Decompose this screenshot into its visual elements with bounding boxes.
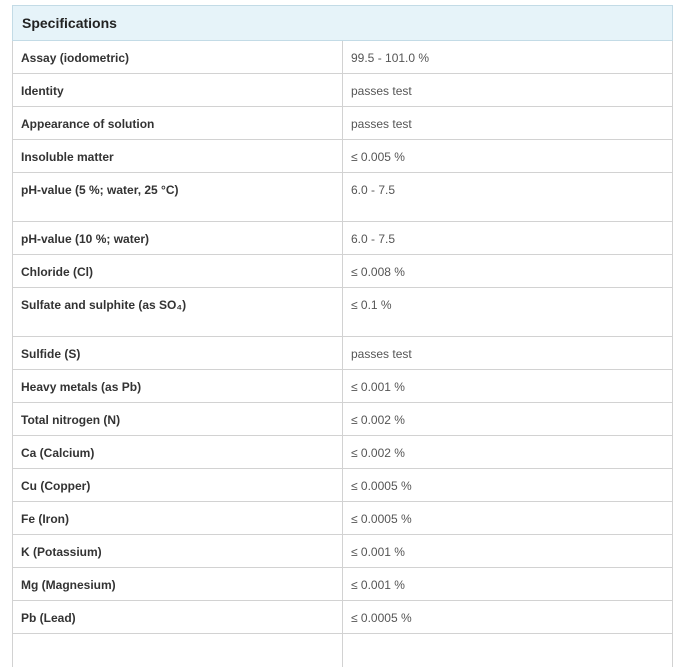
table-row: Heavy metals (as Pb) ≤ 0.001 % [12,369,673,403]
table-row: Total nitrogen (N) ≤ 0.002 % [12,402,673,436]
table-row: Appearance of solution passes test [12,106,673,140]
table-header-row: Specifications [12,5,673,41]
parameter-cell: Appearance of solution [12,106,343,140]
value-cell: passes test [342,106,673,140]
value-cell: ≤ 0.001 % [342,534,673,568]
value-cell: ≤ 0.001 % [342,567,673,601]
table-row [12,633,673,667]
table-row: Identity passes test [12,73,673,107]
parameter-cell: Insoluble matter [12,139,343,173]
table-header: Specifications [12,5,673,41]
value-cell [342,633,673,667]
value-cell: ≤ 0.002 % [342,435,673,469]
table-row: Sulfate and sulphite (as SO₄) ≤ 0.1 % [12,287,673,337]
parameter-cell [12,633,343,667]
parameter-cell: Heavy metals (as Pb) [12,369,343,403]
table-row: Ca (Calcium) ≤ 0.002 % [12,435,673,469]
value-cell: ≤ 0.001 % [342,369,673,403]
table-row: Insoluble matter ≤ 0.005 % [12,139,673,173]
table-row: Mg (Magnesium) ≤ 0.001 % [12,567,673,601]
table-row: K (Potassium) ≤ 0.001 % [12,534,673,568]
parameter-cell: Sulfide (S) [12,336,343,370]
parameter-cell: pH-value (5 %; water, 25 °C) [12,172,343,222]
table-row: Pb (Lead) ≤ 0.0005 % [12,600,673,634]
parameter-cell: Total nitrogen (N) [12,402,343,436]
specifications-table: Specifications Assay (iodometric) 99.5 -… [12,5,673,667]
value-cell: ≤ 0.0005 % [342,468,673,502]
value-cell: ≤ 0.0005 % [342,501,673,535]
parameter-cell: Chloride (Cl) [12,254,343,288]
value-cell: ≤ 0.0005 % [342,600,673,634]
value-cell: ≤ 0.008 % [342,254,673,288]
parameter-cell: pH-value (10 %; water) [12,221,343,255]
value-cell: ≤ 0.005 % [342,139,673,173]
value-cell: ≤ 0.1 % [342,287,673,337]
parameter-cell: Ca (Calcium) [12,435,343,469]
value-cell: ≤ 0.002 % [342,402,673,436]
table-row: Chloride (Cl) ≤ 0.008 % [12,254,673,288]
parameter-cell: Pb (Lead) [12,600,343,634]
value-cell: 99.5 - 101.0 % [342,40,673,74]
parameter-cell: Cu (Copper) [12,468,343,502]
value-cell: passes test [342,73,673,107]
table-row: Sulfide (S) passes test [12,336,673,370]
parameter-cell: Mg (Magnesium) [12,567,343,601]
parameter-cell: K (Potassium) [12,534,343,568]
parameter-cell: Assay (iodometric) [12,40,343,74]
parameter-cell: Fe (Iron) [12,501,343,535]
parameter-cell: Sulfate and sulphite (as SO₄) [12,287,343,337]
table-row: Assay (iodometric) 99.5 - 101.0 % [12,40,673,74]
parameter-cell: Identity [12,73,343,107]
value-cell: 6.0 - 7.5 [342,221,673,255]
value-cell: 6.0 - 7.5 [342,172,673,222]
value-cell: passes test [342,336,673,370]
table-row: Cu (Copper) ≤ 0.0005 % [12,468,673,502]
table-row: pH-value (10 %; water) 6.0 - 7.5 [12,221,673,255]
table-row: Fe (Iron) ≤ 0.0005 % [12,501,673,535]
table-row: pH-value (5 %; water, 25 °C) 6.0 - 7.5 [12,172,673,222]
